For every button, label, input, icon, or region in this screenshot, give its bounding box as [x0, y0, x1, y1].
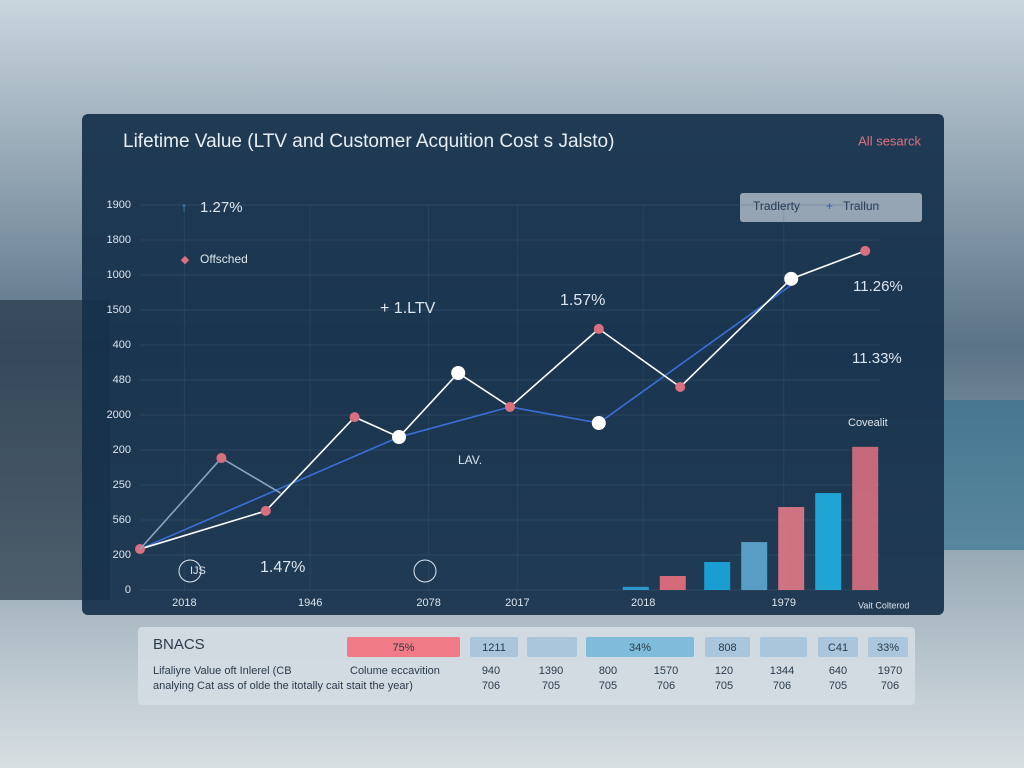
annotation: 1.57% — [560, 292, 605, 309]
bar — [778, 507, 805, 590]
pill — [705, 637, 750, 657]
point — [216, 453, 227, 464]
background-shape — [944, 400, 1024, 550]
cell: 1570 — [654, 665, 678, 677]
pill-label: 808 — [718, 642, 736, 654]
table-title: BNACS — [153, 636, 205, 653]
y-tick-label: 0 — [125, 584, 131, 596]
cell: 705 — [829, 680, 847, 692]
pill — [527, 637, 577, 657]
y-tick-label: 1000 — [107, 269, 131, 281]
chart-panel — [82, 114, 944, 615]
annotation: IJS — [190, 565, 206, 577]
pill-label: C41 — [828, 642, 848, 654]
cell: 706 — [773, 680, 791, 692]
y-tick-label: 560 — [113, 514, 131, 526]
row-label: analying Cat ass of olde the itotally ca… — [153, 680, 413, 692]
legend-label: Trallun — [843, 199, 879, 213]
y-tick-label: 2000 — [107, 409, 131, 421]
y-tick-label: 1900 — [107, 199, 131, 211]
annotation: + 1.LTV — [380, 300, 436, 317]
point — [784, 271, 799, 286]
annotation: Offsched — [200, 252, 248, 266]
annotation: Vait Colterod — [858, 600, 909, 610]
point — [591, 416, 606, 431]
y-tick-label: 1800 — [107, 234, 131, 246]
pill — [760, 637, 807, 657]
bar — [659, 576, 686, 590]
x-tick-label: 1946 — [298, 597, 322, 609]
x-tick-label: 2017 — [505, 597, 529, 609]
row-label: Colume eccavition — [350, 665, 440, 677]
point — [451, 366, 466, 380]
y-tick-label: 1500 — [107, 304, 131, 316]
icon-ring — [413, 559, 437, 583]
x-tick-label: 1979 — [772, 597, 796, 609]
pill — [347, 637, 460, 657]
y-tick-label: 400 — [113, 339, 131, 351]
bar — [741, 542, 768, 590]
pill-label: 75% — [392, 642, 414, 654]
cell: 1390 — [539, 665, 563, 677]
annotation: LAV. — [458, 453, 482, 467]
annotation: 11.33% — [852, 350, 902, 367]
cell: 120 — [715, 665, 733, 677]
point — [349, 412, 360, 423]
y-tick-label: 200 — [113, 444, 131, 456]
bar — [815, 493, 842, 590]
pill-label: 34% — [629, 642, 651, 654]
cell: 705 — [542, 680, 560, 692]
y-tick-label: 250 — [113, 479, 131, 491]
x-tick-label: 2018 — [172, 597, 196, 609]
annotation: 1.47% — [260, 559, 305, 576]
legend-box — [740, 193, 922, 222]
point — [392, 430, 406, 445]
pill — [586, 637, 694, 657]
line — [139, 250, 866, 550]
pill — [470, 637, 518, 657]
icon: ◆ — [181, 254, 190, 266]
point — [860, 245, 871, 256]
annotation: 1.27% — [200, 199, 243, 216]
point — [675, 382, 686, 392]
cell: 706 — [881, 680, 899, 692]
cell: 640 — [829, 665, 847, 677]
cell: 940 — [482, 665, 500, 677]
legend-label: Tradlerty — [753, 199, 800, 213]
chart-title: Lifetime Value (LTV and Customer Acquiti… — [123, 131, 614, 152]
x-tick-label: 2018 — [631, 597, 655, 609]
cell: 1344 — [770, 665, 794, 677]
y-tick-label: 200 — [113, 549, 131, 561]
point — [593, 323, 604, 334]
y-tick-label: 480 — [113, 374, 131, 386]
bar — [852, 446, 879, 590]
pill — [818, 637, 858, 657]
annotation: 11.26% — [853, 278, 903, 295]
cell: 705 — [599, 680, 617, 692]
icon: ↑ — [181, 199, 188, 214]
cell: 1970 — [878, 665, 902, 677]
pill-label: 33% — [877, 642, 899, 654]
bar — [704, 562, 731, 590]
icon-ring — [178, 559, 202, 583]
action-link[interactable]: All sesarck — [858, 133, 921, 148]
cell: 800 — [599, 665, 617, 677]
bar — [622, 586, 649, 590]
annotation: Covealit — [848, 417, 888, 429]
point — [505, 401, 515, 412]
point — [260, 505, 271, 516]
x-tick-label: 2078 — [416, 597, 440, 609]
cell: 706 — [657, 680, 675, 692]
row-label: Lifaliyre Value oft Inlerel (CB — [153, 665, 292, 677]
cell: 705 — [715, 680, 733, 692]
cell: 706 — [482, 680, 500, 692]
pill — [868, 637, 908, 657]
legend-icon: + — [826, 199, 833, 213]
pill-label: 1211 — [482, 642, 506, 654]
